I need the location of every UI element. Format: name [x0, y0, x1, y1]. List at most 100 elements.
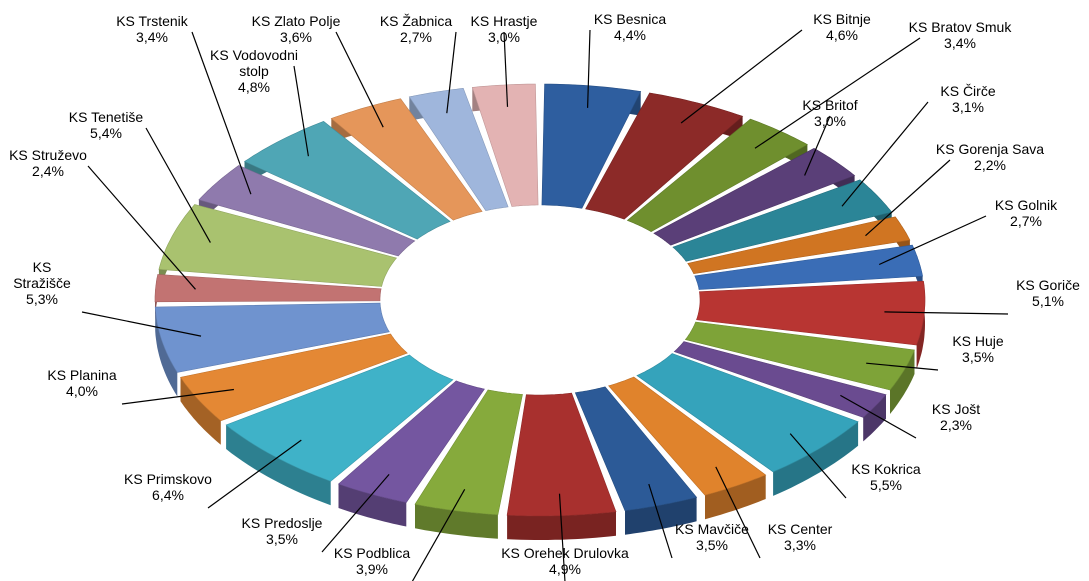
leader-line [81, 311, 202, 337]
leader-lines [81, 29, 1009, 581]
leader-line [804, 115, 831, 176]
leader-line [503, 31, 509, 107]
pie-slice-side [863, 394, 886, 442]
leader-line [191, 31, 252, 195]
leader-line [754, 37, 921, 149]
pie-slices [154, 83, 926, 540]
slice-label: KS Struževo 2,4% [9, 147, 87, 179]
pie-slice [636, 353, 859, 496]
pie-slice-top [506, 392, 617, 517]
slice-label: KS Trstenik 3,4% [116, 13, 189, 45]
slice-label: KS Podblica 3,9% [334, 545, 410, 577]
pie-slice [626, 118, 809, 233]
leader-line [321, 474, 390, 553]
pie-slice [585, 92, 744, 220]
pie-slice [574, 386, 698, 535]
pie-slice [414, 389, 523, 539]
pie-slice [243, 121, 451, 240]
leader-line [587, 29, 591, 108]
slice-label: KS Žabnica 2,7% [380, 13, 453, 45]
pie-slice-top [585, 92, 744, 220]
slice-label: KS Bratov Smuk 3,4% [909, 19, 1013, 51]
leader-line [446, 31, 457, 114]
pie-slice-top [225, 354, 454, 482]
slice-label: KS Hrastje 3,0% [471, 13, 538, 45]
slice-labels: KS Besnica 4,4% KS Bitnje 4,6% KS Bratov Smu… [9, 11, 1080, 577]
leader-line [866, 362, 939, 371]
leader-line [840, 394, 917, 439]
slice-label: KS Kokrica 5,5% [851, 461, 920, 493]
pie-slice-side [155, 307, 178, 397]
pie-slice-top [687, 216, 911, 275]
slice-label: KS Predoslje 3,5% [242, 515, 323, 547]
slice-label: KS Gorenja Sava 2,2% [936, 141, 1044, 173]
leader-line [121, 388, 234, 405]
pie-slice-top [608, 376, 767, 496]
slice-label: KS Goriče 5,1% [1016, 277, 1080, 309]
leader-line [207, 439, 302, 509]
slice-label: KS Mavčiče 3,5% [675, 521, 749, 553]
pie-slice-top [653, 147, 856, 246]
slice-label: KS Zlato Polje 3,6% [252, 13, 341, 45]
pie-slice-top [696, 280, 926, 346]
pie-slice-top [626, 118, 809, 233]
slice-label: KS Stražišče 5,3% [13, 259, 71, 307]
pie-slice-side [338, 484, 407, 527]
pie-slice [154, 302, 390, 397]
slice-label: KS Primskovo 6,4% [124, 471, 212, 503]
pie-slice-top [198, 165, 416, 257]
pie-slice-side [890, 350, 915, 414]
slice-label: KS Orehek Drulovka 4,9% [501, 545, 629, 577]
pie-slice [684, 321, 915, 414]
pie-slice-top [330, 98, 483, 221]
slice-label: KS Golnik 2,7% [995, 197, 1058, 229]
pie-slice-top [471, 83, 539, 207]
pie-slice-top [541, 83, 642, 209]
leader-line [87, 165, 196, 290]
leader-line [878, 215, 987, 266]
pie-slice-top [158, 204, 398, 287]
pie-slice-top [414, 389, 523, 516]
leader-line [789, 433, 847, 499]
pie-slice [408, 87, 509, 211]
pie-slice-side [773, 421, 859, 496]
leader-line [648, 483, 673, 559]
pie-slice [158, 204, 398, 294]
pie-slice-top [694, 244, 923, 290]
pie-slice [673, 341, 887, 442]
pie-slice-top [684, 321, 915, 391]
pie-slice-top [179, 333, 408, 422]
leader-line [145, 127, 211, 243]
pie-slice-side [415, 504, 498, 539]
slice-label: KS Huje 3,5% [952, 333, 1004, 365]
leader-line [411, 489, 466, 581]
pie-slice-top [673, 341, 887, 418]
pie-slice-side [916, 281, 925, 369]
slice-label: KS Vodovodni stolp 4,8% [210, 47, 298, 95]
pie-slice [541, 83, 642, 209]
pie-slice-top [154, 302, 390, 373]
leader-line [293, 65, 309, 157]
pie-slice-top [154, 274, 382, 303]
slice-label: KS Jošt 2,3% [932, 401, 980, 433]
slice-label: KS Besnica 4,4% [594, 11, 667, 43]
pie-slice-top [337, 380, 485, 503]
pie-slice [337, 380, 485, 527]
slice-label: KS Center 3,3% [768, 521, 833, 553]
pie-slice-side [625, 497, 697, 535]
slice-label: KS Čirče 3,1% [940, 83, 995, 115]
leader-line [558, 493, 566, 581]
slice-label: KS Tenetiše 5,4% [69, 109, 144, 141]
leader-line [884, 311, 1009, 315]
pie-slice-side [226, 425, 331, 506]
leader-line [841, 101, 929, 207]
pie-slice [608, 376, 767, 520]
slice-label: KS Bitnje 4,6% [813, 11, 871, 43]
pie-slice-top [636, 353, 859, 473]
pie-slice [471, 83, 539, 207]
slice-label: KS Britof 3,0% [802, 97, 857, 129]
leader-line [715, 466, 761, 559]
pie-slice [330, 98, 483, 221]
pie-slice [696, 280, 926, 369]
